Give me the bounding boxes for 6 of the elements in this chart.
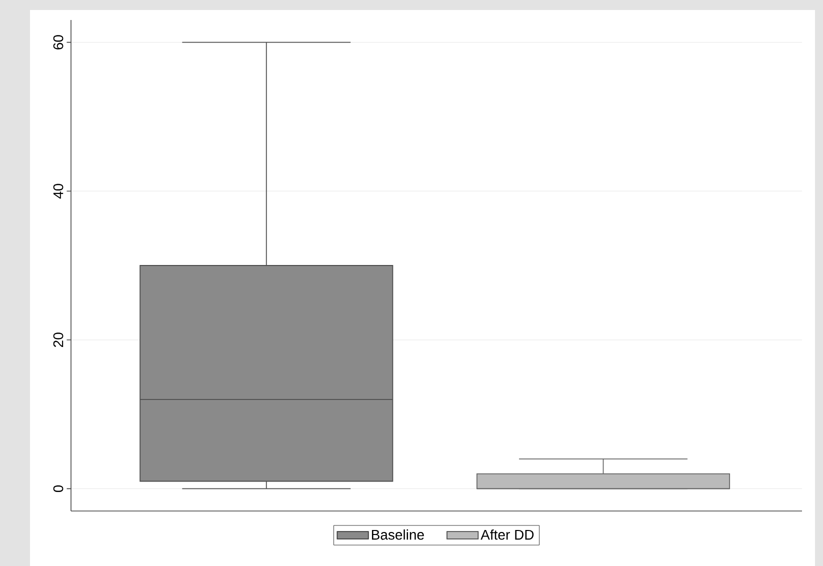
y-tick-label: 60 (53, 35, 64, 50)
y-tick-label: 0 (53, 485, 64, 492)
y-tick-label: 20 (53, 332, 64, 347)
y-tick-label: 40 (53, 184, 64, 199)
legend-label: After DD (480, 529, 534, 540)
legend-label: Baseline (372, 529, 424, 540)
